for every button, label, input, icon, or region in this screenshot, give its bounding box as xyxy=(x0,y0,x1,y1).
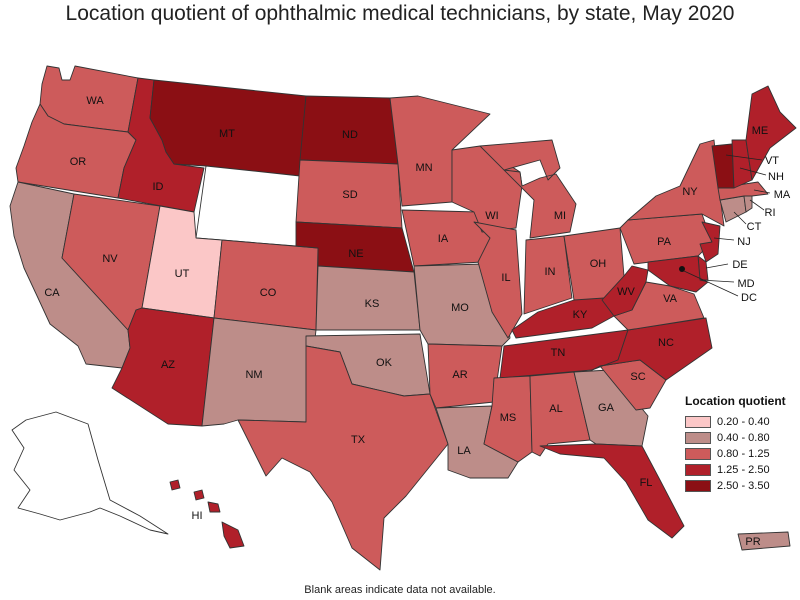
legend-label: 1.25 - 2.50 xyxy=(717,464,770,476)
label-va: VA xyxy=(663,293,678,305)
label-nd: ND xyxy=(342,129,358,141)
label-nh: NH xyxy=(768,171,784,183)
footnote: Blank areas indicate data not available. xyxy=(304,584,496,596)
label-pr: PR xyxy=(745,536,760,548)
label-nj: NJ xyxy=(737,236,750,248)
state-ak[interactable] xyxy=(11,411,169,535)
state-wv[interactable] xyxy=(601,265,649,317)
label-ga: GA xyxy=(598,402,615,414)
state-hi[interactable] xyxy=(221,521,245,549)
label-la: LA xyxy=(457,445,471,457)
dc-marker xyxy=(679,266,685,272)
label-ms: MS xyxy=(500,412,517,424)
legend-swatch xyxy=(685,432,711,444)
label-ia: IA xyxy=(438,233,449,245)
legend-item: 0.20 - 0.40 xyxy=(685,414,786,430)
state-fl[interactable] xyxy=(539,443,685,539)
label-az: AZ xyxy=(161,359,175,371)
legend-item: 0.80 - 1.25 xyxy=(685,446,786,462)
legend-swatch xyxy=(685,448,711,460)
state-ar[interactable] xyxy=(427,343,503,409)
label-mn: MN xyxy=(415,162,432,174)
label-pa: PA xyxy=(657,236,672,248)
label-dc: DC xyxy=(741,292,757,304)
label-ks: KS xyxy=(365,298,380,310)
label-sd: SD xyxy=(342,189,357,201)
label-al: AL xyxy=(549,403,562,415)
label-il: IL xyxy=(501,272,510,284)
label-vt: VT xyxy=(765,155,779,167)
legend-label: 2.50 - 3.50 xyxy=(717,480,770,492)
label-tn: TN xyxy=(551,347,566,359)
label-mi: MI xyxy=(554,210,566,222)
legend-swatch xyxy=(685,480,711,492)
map-title: Location quotient of ophthalmic medical … xyxy=(65,2,735,25)
label-ny: NY xyxy=(682,186,698,198)
legend: Location quotient 0.20 - 0.40 0.40 - 0.8… xyxy=(685,394,786,494)
label-ar: AR xyxy=(452,369,467,381)
label-ky: KY xyxy=(573,309,588,321)
label-ca: CA xyxy=(44,287,60,299)
label-tx: TX xyxy=(351,434,366,446)
state-nc[interactable] xyxy=(591,317,713,381)
label-wi: WI xyxy=(485,210,498,222)
legend-item: 2.50 - 3.50 xyxy=(685,478,786,494)
label-ok: OK xyxy=(376,357,393,369)
label-ut: UT xyxy=(175,268,190,280)
label-wa: WA xyxy=(86,95,104,107)
label-hi: HI xyxy=(192,510,203,522)
label-leaders xyxy=(683,154,771,297)
state-ct[interactable] xyxy=(719,195,747,223)
label-wv: WV xyxy=(617,286,635,298)
legend-title: Location quotient xyxy=(685,394,786,408)
legend-label: 0.40 - 0.80 xyxy=(717,432,770,444)
label-nc: NC xyxy=(658,337,674,349)
state-mi[interactable] xyxy=(479,139,577,239)
label-ct: CT xyxy=(747,221,762,233)
label-or: OR xyxy=(70,156,87,168)
state-md[interactable] xyxy=(647,255,709,293)
label-de: DE xyxy=(732,259,747,271)
legend-label: 0.80 - 1.25 xyxy=(717,448,770,460)
state-hi-maui[interactable] xyxy=(207,501,221,513)
label-id: ID xyxy=(153,181,164,193)
label-mo: MO xyxy=(451,302,469,314)
legend-swatch xyxy=(685,416,711,428)
state-tx[interactable] xyxy=(237,345,449,571)
legend-item: 0.40 - 0.80 xyxy=(685,430,786,446)
state-labels: WA OR CA NV ID MT UT AZ CO NM ND SD NE K… xyxy=(44,95,791,548)
label-in: IN xyxy=(545,266,556,278)
label-co: CO xyxy=(260,287,277,299)
state-ny[interactable] xyxy=(627,139,725,227)
legend-label: 0.20 - 0.40 xyxy=(717,416,770,428)
label-oh: OH xyxy=(590,258,607,270)
state-co[interactable] xyxy=(213,239,319,331)
label-ne: NE xyxy=(348,248,363,260)
label-md: MD xyxy=(737,278,754,290)
label-fl: FL xyxy=(640,477,653,489)
label-nv: NV xyxy=(102,253,118,265)
legend-swatch xyxy=(685,464,711,476)
state-il[interactable] xyxy=(473,221,523,339)
state-pr[interactable] xyxy=(737,531,791,551)
label-sc: SC xyxy=(630,371,645,383)
state-me[interactable] xyxy=(745,85,797,181)
label-ri: RI xyxy=(765,207,776,219)
legend-item: 1.25 - 2.50 xyxy=(685,462,786,478)
label-nm: NM xyxy=(245,369,262,381)
state-in[interactable] xyxy=(523,235,573,315)
label-ma: MA xyxy=(774,189,791,201)
state-hi-oahu[interactable] xyxy=(193,489,205,501)
state-hi-kauai[interactable] xyxy=(169,479,181,491)
label-mt: MT xyxy=(219,128,235,140)
label-me: ME xyxy=(752,125,769,137)
state-wy[interactable] xyxy=(195,165,301,247)
